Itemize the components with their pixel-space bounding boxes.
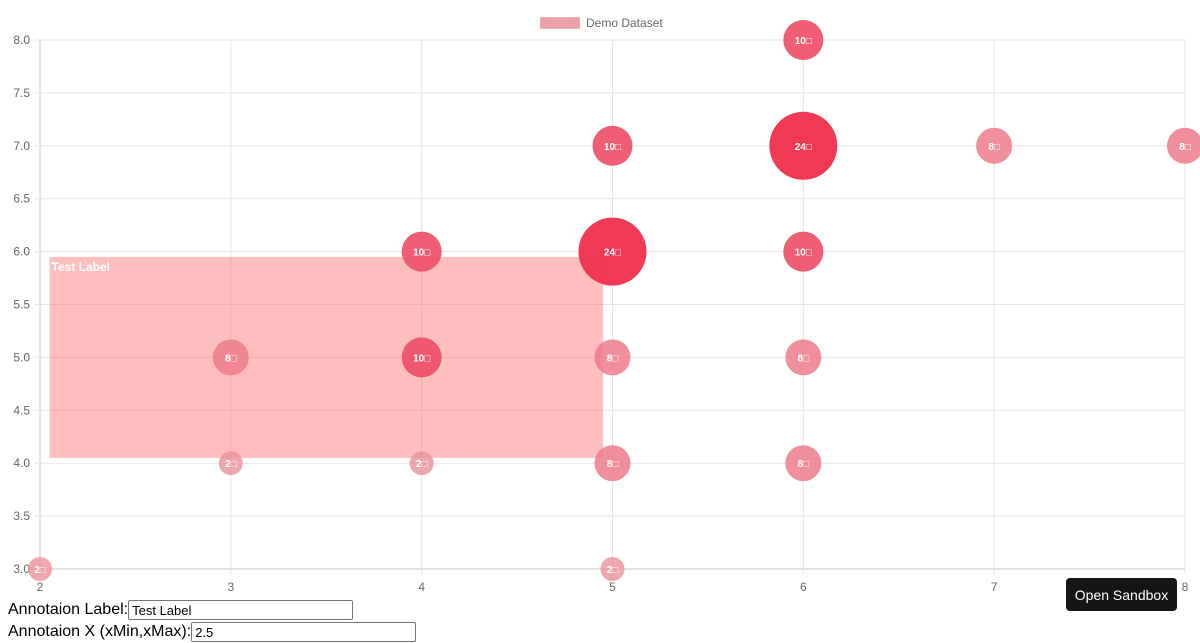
y-tick-label: 3.0 bbox=[13, 562, 30, 576]
bubble-point[interactable]: 10□ bbox=[592, 125, 633, 166]
bubble-label: 10□ bbox=[604, 142, 621, 153]
bubble-point[interactable]: 2□ bbox=[28, 557, 52, 581]
bubble-point[interactable]: 8□ bbox=[1167, 127, 1200, 164]
y-tick-label: 5.0 bbox=[13, 350, 30, 364]
bubble-point[interactable]: 24□ bbox=[769, 111, 838, 180]
bubble-label: 8□ bbox=[798, 459, 810, 470]
bubble-point[interactable]: 2□ bbox=[409, 451, 434, 476]
open-sandbox-button[interactable]: Open Sandbox bbox=[1066, 578, 1177, 611]
bubble-point[interactable]: 10□ bbox=[401, 337, 442, 378]
label-field-label: Annotaion Label: bbox=[8, 601, 129, 618]
x-tick-label: 8 bbox=[1182, 580, 1189, 594]
bubble-label: 8□ bbox=[225, 353, 237, 364]
bubble-label: 10□ bbox=[795, 248, 812, 259]
y-tick-label: 4.0 bbox=[13, 456, 30, 470]
bubble-label: 8□ bbox=[1179, 142, 1191, 153]
legend-label: Demo Dataset bbox=[586, 16, 663, 30]
bubble-label: 10□ bbox=[413, 248, 430, 259]
bubble-label: 10□ bbox=[795, 36, 812, 47]
bubble-label: 8□ bbox=[798, 353, 810, 364]
bubble-label: 24□ bbox=[795, 142, 812, 153]
y-tick-label: 7.0 bbox=[13, 139, 30, 153]
x-tick-label: 3 bbox=[227, 580, 234, 594]
bubble-label: 2□ bbox=[225, 459, 237, 470]
x-tick-label: 5 bbox=[609, 580, 616, 594]
bubble-label: 8□ bbox=[988, 142, 1000, 153]
x-tick-label: 6 bbox=[800, 580, 807, 594]
bubble-label: 8□ bbox=[607, 353, 619, 364]
x-tick-label: 7 bbox=[991, 580, 998, 594]
bubble-label: 2□ bbox=[416, 459, 428, 470]
bubble-label: 10□ bbox=[413, 353, 430, 364]
label-field-row: Annotaion Label: bbox=[8, 599, 416, 621]
bubble-point[interactable]: 2□ bbox=[218, 451, 243, 476]
x-tick-label: 4 bbox=[418, 580, 425, 594]
annotation-x-input[interactable] bbox=[191, 622, 417, 642]
bubble-label: 2□ bbox=[607, 565, 619, 576]
bubble-point[interactable]: 10□ bbox=[783, 231, 824, 272]
y-tick-label: 6.0 bbox=[13, 245, 30, 259]
legend[interactable]: Demo Dataset bbox=[540, 16, 663, 30]
x-field-label: Annotaion X (xMin,xMax): bbox=[8, 623, 192, 640]
bubble-point[interactable]: 10□ bbox=[401, 231, 442, 272]
bubble-label: 24□ bbox=[604, 248, 621, 259]
bubble-point[interactable]: 8□ bbox=[785, 445, 822, 482]
y-tick-label: 4.5 bbox=[13, 403, 30, 417]
bubble-label: 2□ bbox=[34, 565, 46, 576]
y-tick-label: 7.5 bbox=[13, 86, 30, 100]
annotation-form: Annotaion Label: Annotaion X (xMin,xMax)… bbox=[8, 599, 417, 643]
bubble-point[interactable]: 2□ bbox=[600, 557, 625, 581]
y-tick-label: 8.0 bbox=[13, 33, 30, 47]
annotation-rect bbox=[49, 256, 603, 458]
bubbles[interactable]: 2□ 2□ 8□ 2□ 10□ 10□ 2□ 8□ 8□ 24□ 10□ 8□ 8□ 10□ 24□ 10□ 8… bbox=[28, 20, 1200, 581]
bubble-point[interactable]: 8□ bbox=[785, 339, 822, 376]
y-tick-label: 6.5 bbox=[13, 192, 30, 206]
annotation-box: Test Label bbox=[49, 256, 603, 458]
bubble-point[interactable]: 8□ bbox=[594, 339, 631, 376]
y-axis: 3.0 3.5 4.0 4.5 5.0 5.5 6.0 6.5 7.0 7.5 8.0 bbox=[13, 33, 30, 576]
bubble-point[interactable]: 8□ bbox=[594, 445, 631, 482]
annotation-label: Test Label bbox=[52, 260, 110, 274]
y-tick-label: 5.5 bbox=[13, 298, 30, 312]
bubble-point[interactable]: 8□ bbox=[976, 127, 1013, 164]
bubble-label: 8□ bbox=[607, 459, 619, 470]
bubble-point[interactable]: 24□ bbox=[578, 217, 647, 286]
bubble-point[interactable]: 8□ bbox=[212, 339, 249, 376]
bubble-point[interactable]: 10□ bbox=[783, 20, 824, 60]
y-tick-label: 3.5 bbox=[13, 509, 30, 523]
annotation-label-input[interactable] bbox=[128, 600, 354, 620]
legend-swatch bbox=[540, 17, 580, 29]
bubble-chart[interactable]: Test Label 3.0 3.5 4.0 4.5 5.0 5.5 6.0 6.5 7.0 7.… bbox=[0, 0, 1200, 598]
x-axis: 2 3 4 5 6 7 8 bbox=[37, 580, 1189, 594]
x-tick-label: 2 bbox=[37, 580, 44, 594]
x-field-row: Annotaion X (xMin,xMax): bbox=[8, 621, 417, 643]
